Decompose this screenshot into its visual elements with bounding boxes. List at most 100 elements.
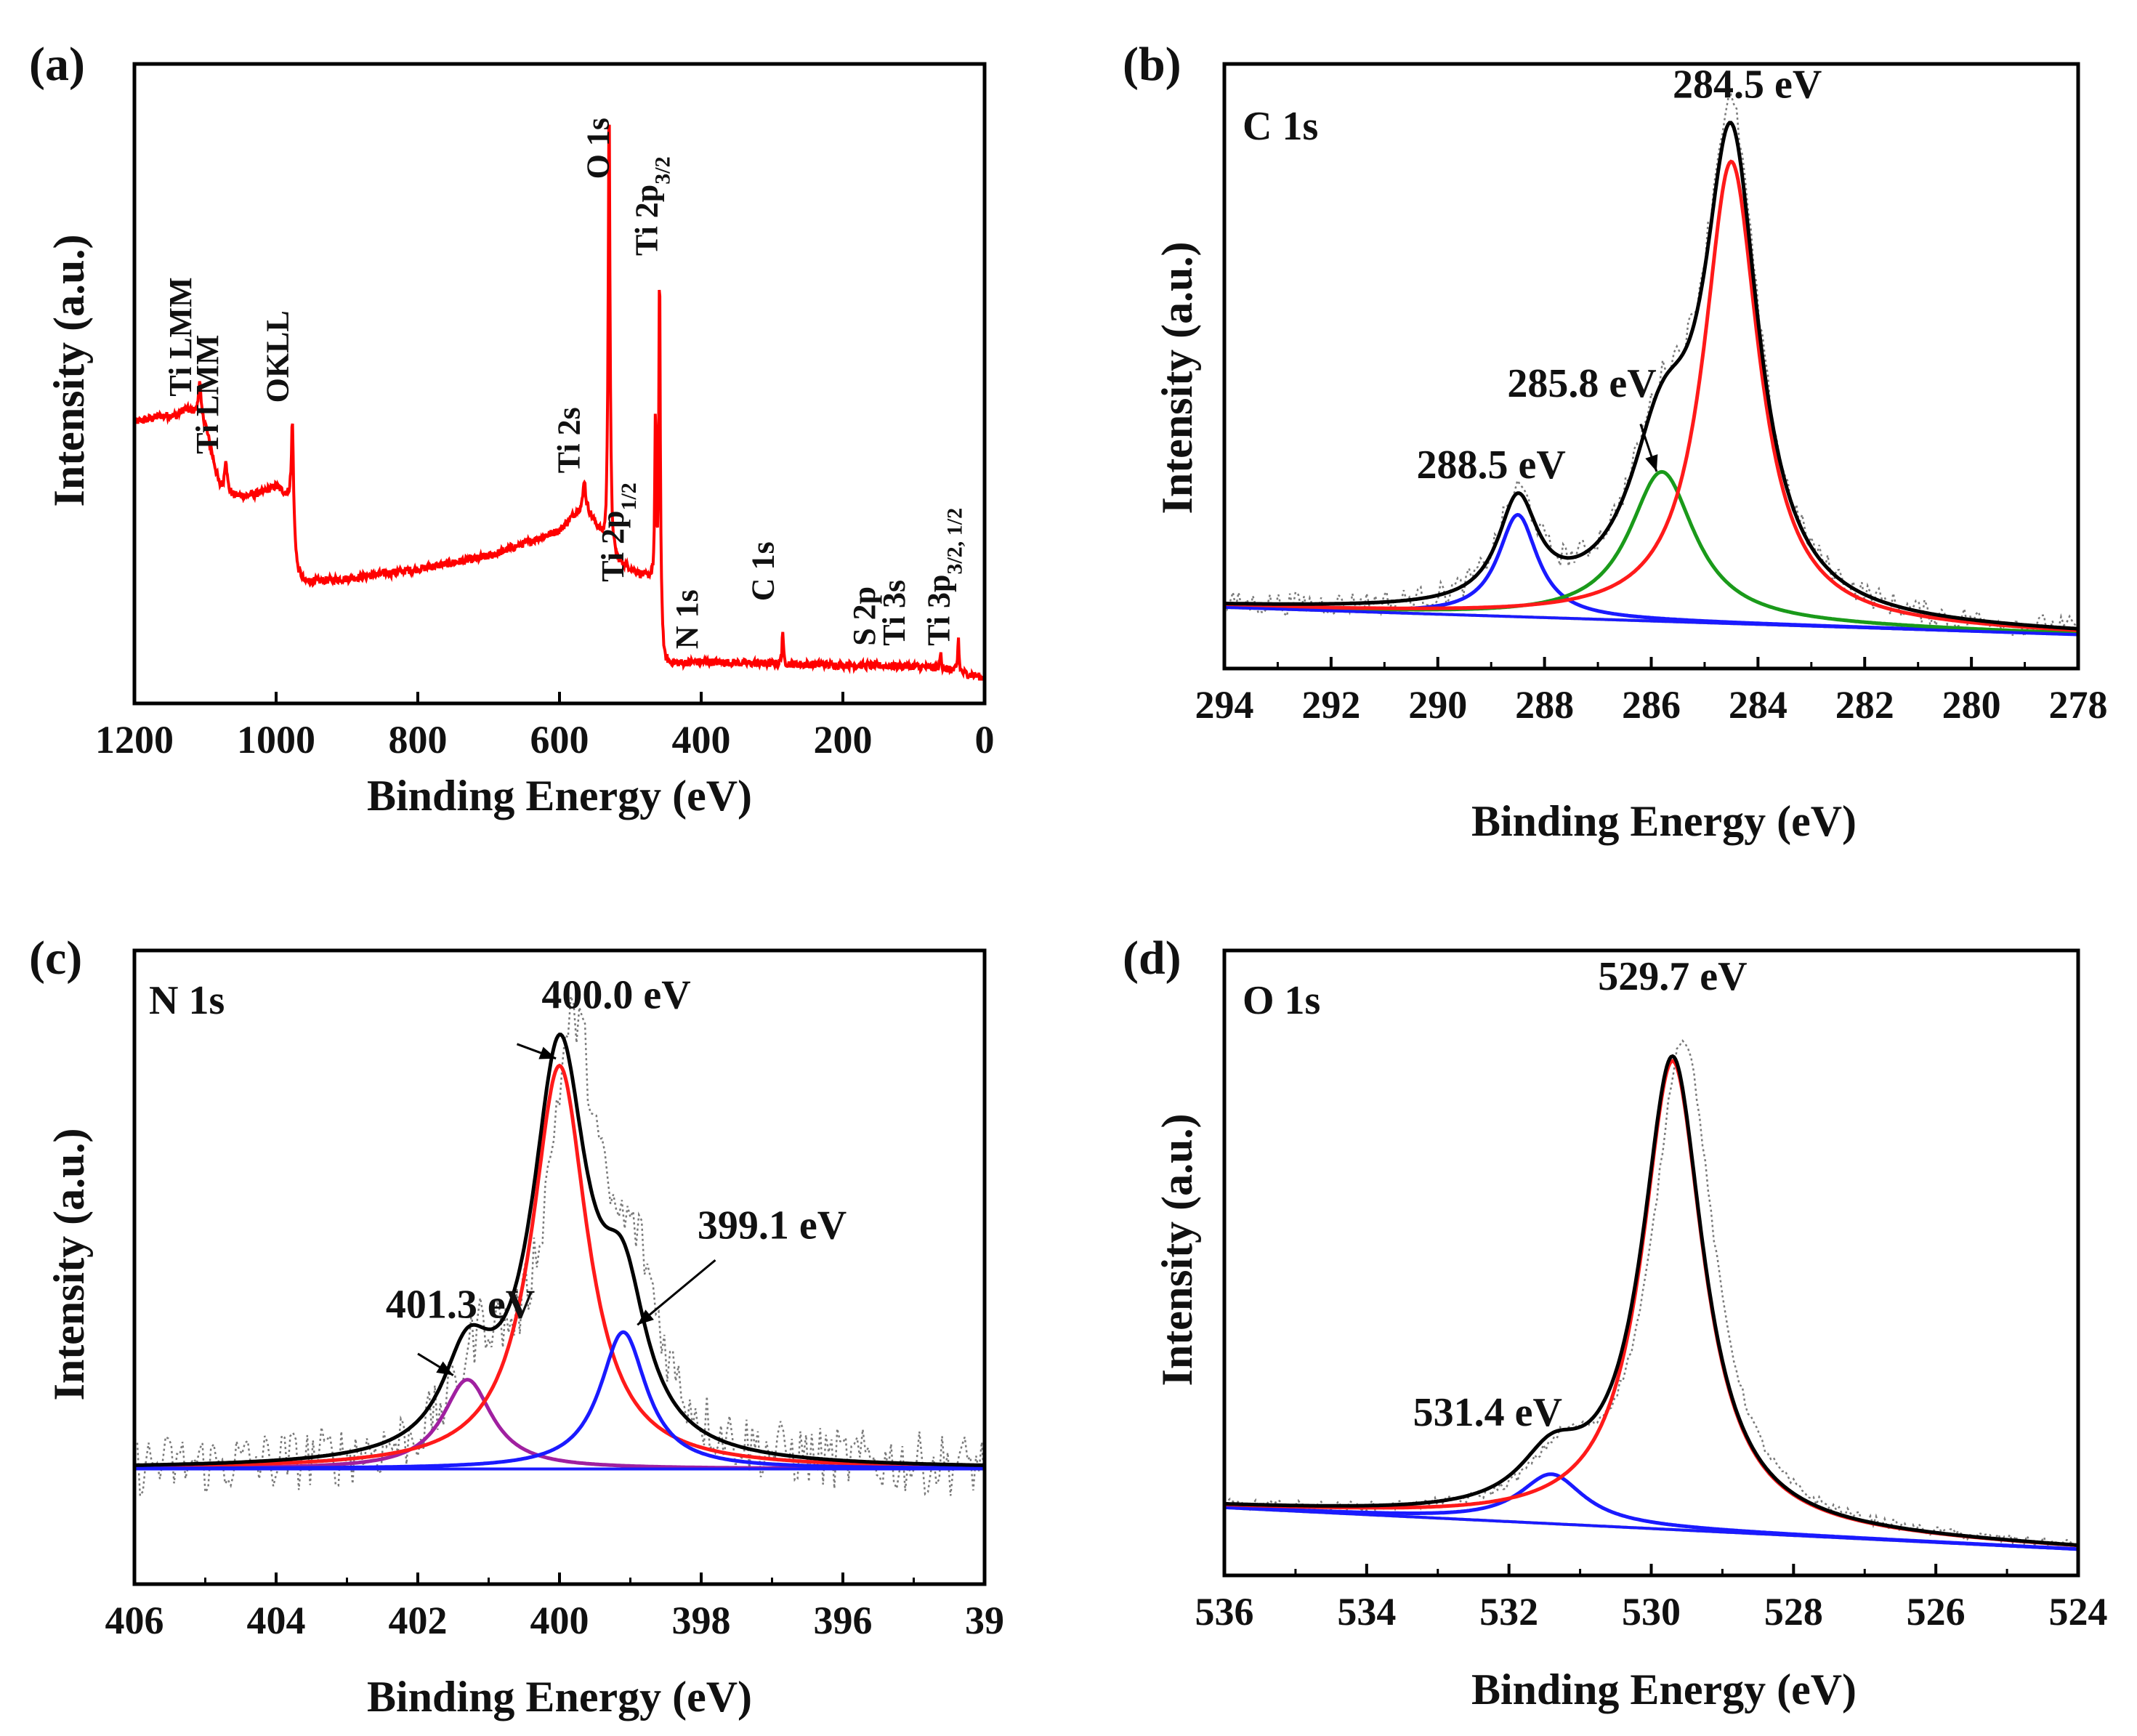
- survey-spectrum-line: [134, 124, 985, 682]
- panel-d-letter: (d): [1123, 932, 1181, 985]
- panel-c-tick-label: 398: [672, 1599, 731, 1642]
- annotation-arrow-head: [538, 1046, 557, 1059]
- panel-a-letter: (a): [29, 38, 85, 91]
- peak-energy-label: 401.3 eV: [386, 1282, 535, 1327]
- panel-c-frame: [132, 948, 987, 1586]
- peak-annotation-text: Ti LMM: [190, 335, 225, 454]
- peak-annotation-label: OKLL: [260, 310, 296, 403]
- panel-b-xlabel: Binding Energy (eV): [1471, 797, 1857, 845]
- envelope-fit-line: [134, 1033, 985, 1467]
- panel-a-tick-label: 0: [975, 718, 995, 762]
- annotation-arrow-line: [637, 1259, 716, 1326]
- peak-annotation-text: O 1s: [580, 118, 615, 179]
- peak-annotation-text: Ti 2p: [595, 511, 631, 582]
- panel-d-tick-label: 524: [2049, 1590, 2108, 1634]
- panel-c-plot-area: [134, 996, 985, 1499]
- panel-c-ylabel: Intensity (a.u.): [45, 1128, 93, 1400]
- panel-c-tick-label: 406: [105, 1599, 164, 1642]
- panel-b-tick-label: 294: [1195, 683, 1254, 727]
- panel-a-survey: (a) Intensity (a.u.) Binding Energy (eV)…: [29, 38, 995, 820]
- panel-a-tick-labels: 1200 1000 800 600 400 200 0: [95, 692, 995, 762]
- panel-a-tick-label: 600: [530, 718, 589, 762]
- peak-energy-label: 284.5 eV: [1673, 62, 1822, 108]
- panel-b-curves: [1224, 92, 2078, 639]
- panel-b-tick-label: 292: [1301, 683, 1360, 727]
- panel-c-n1s: (c) Intensity (a.u.) Binding Energy (eV)…: [29, 932, 1004, 1721]
- peak-energy-label: 400.0 eV: [541, 972, 690, 1017]
- peak-energy-label: 531.4 eV: [1413, 1390, 1562, 1435]
- panel-a-tick-label: 1200: [95, 718, 174, 762]
- panel-d-o1s: (d) Intensity (a.u.) Binding Energy (eV)…: [1123, 932, 2108, 1713]
- panel-b-tick-labels: 294 292 290 288 286 284 282 280 278: [1195, 657, 2108, 727]
- peak-annotation-label: S 2p: [847, 586, 882, 646]
- panel-d-tick-label: 530: [1622, 1590, 1681, 1634]
- panel-c-tick-label: 400: [530, 1599, 589, 1642]
- peak-annotation-label: Ti 2p3/2: [629, 156, 675, 256]
- panel-d-tick-label: 536: [1195, 1590, 1254, 1634]
- panel-c-xlabel: Binding Energy (eV): [367, 1673, 752, 1721]
- peak-annotation-label: C 1s: [746, 541, 781, 601]
- panel-b-c1s: (b) Intensity (a.u.) Binding Energy (eV)…: [1123, 38, 2108, 845]
- panel-d-plot-area: [1224, 1039, 2078, 1551]
- panel-c-letter: (c): [29, 932, 82, 985]
- peak-energy-label: 285.8 eV: [1507, 361, 1656, 406]
- panel-a-xlabel: Binding Energy (eV): [367, 772, 752, 820]
- peak-annotation-subscript: 1/2: [616, 483, 640, 510]
- peak-annotation-label: Ti LMM: [163, 277, 198, 396]
- panel-a-tick-label: 200: [814, 718, 873, 762]
- baseline-line: [1224, 1506, 2078, 1551]
- panel-d-tick-label: 532: [1479, 1590, 1538, 1634]
- peak-energy-label: 288.5 eV: [1417, 443, 1566, 488]
- panel-c-curves: [134, 996, 985, 1499]
- panel-a-frame: [132, 62, 987, 706]
- peak-annotation-text: Ti LMM: [163, 277, 198, 396]
- panel-b-annotations: 284.5 eV 285.8 eV 288.5 eV: [1417, 62, 1822, 488]
- peak-annotation-text: S 2p: [847, 586, 882, 646]
- panel-c-title: N 1s: [149, 978, 225, 1023]
- peak-annotation-label: Ti 3s: [876, 580, 912, 646]
- panel-d-tick-label: 534: [1337, 1590, 1396, 1634]
- peak-annotation-subscript: 3/2, 1/2: [942, 508, 966, 575]
- peak-energy-label: 399.1 eV: [698, 1203, 847, 1248]
- panel-d-tick-label: 528: [1764, 1590, 1823, 1634]
- panel-d-xlabel: Binding Energy (eV): [1471, 1666, 1857, 1713]
- panel-b-tick-label: 288: [1515, 683, 1574, 727]
- panel-c-tick-label: 396: [814, 1599, 873, 1642]
- panel-d-tick-label: 526: [1907, 1590, 1966, 1634]
- panel-b-tick-label: 282: [1835, 683, 1894, 727]
- panel-b-tick-label: 284: [1729, 683, 1787, 727]
- raw-data-dotted-line: [1224, 1039, 2078, 1551]
- peak-annotation-label: N 1s: [669, 589, 705, 649]
- peak-annotation-label: Ti 3p3/2, 1/2: [921, 508, 966, 646]
- panel-d-curves: [1224, 1039, 2078, 1551]
- panel-a-plot-area: [134, 124, 985, 682]
- panel-a-curves: [134, 124, 985, 682]
- component-peak-284.5: [1224, 159, 2078, 632]
- envelope-fit-line: [1224, 1054, 2078, 1547]
- peak-annotation-text: Ti 2s: [551, 407, 586, 473]
- panel-b-tick-label: 286: [1622, 683, 1681, 727]
- panel-a-tick-label: 400: [672, 718, 731, 762]
- panel-d-title: O 1s: [1243, 978, 1320, 1023]
- component-peak-400: [134, 1063, 985, 1469]
- panel-b-frame: [1222, 62, 2080, 671]
- panel-a-ylabel: Intensity (a.u.): [45, 234, 93, 506]
- peak-annotation-text: Ti 3s: [876, 580, 912, 646]
- panel-d-annotations: 529.7 eV 531.4 eV: [1413, 954, 1748, 1435]
- panel-b-tick-label: 278: [2049, 683, 2108, 727]
- peak-annotation-text: C 1s: [746, 541, 781, 601]
- panel-b-title: C 1s: [1243, 104, 1318, 149]
- peak-annotation-text: Ti 2p: [629, 185, 665, 256]
- panel-b-plot-area: [1224, 92, 2078, 639]
- panel-c-tick-label: 39: [965, 1599, 1004, 1642]
- peak-annotation-label: Ti 2s: [551, 407, 586, 473]
- panel-a-tick-label: 800: [389, 718, 448, 762]
- panel-c-tick-label: 404: [247, 1599, 306, 1642]
- panel-b-tick-label: 290: [1408, 683, 1467, 727]
- baseline-line: [1224, 605, 2078, 637]
- annotation-arrow-head: [637, 1309, 654, 1325]
- annotation-arrow-head: [1645, 454, 1658, 472]
